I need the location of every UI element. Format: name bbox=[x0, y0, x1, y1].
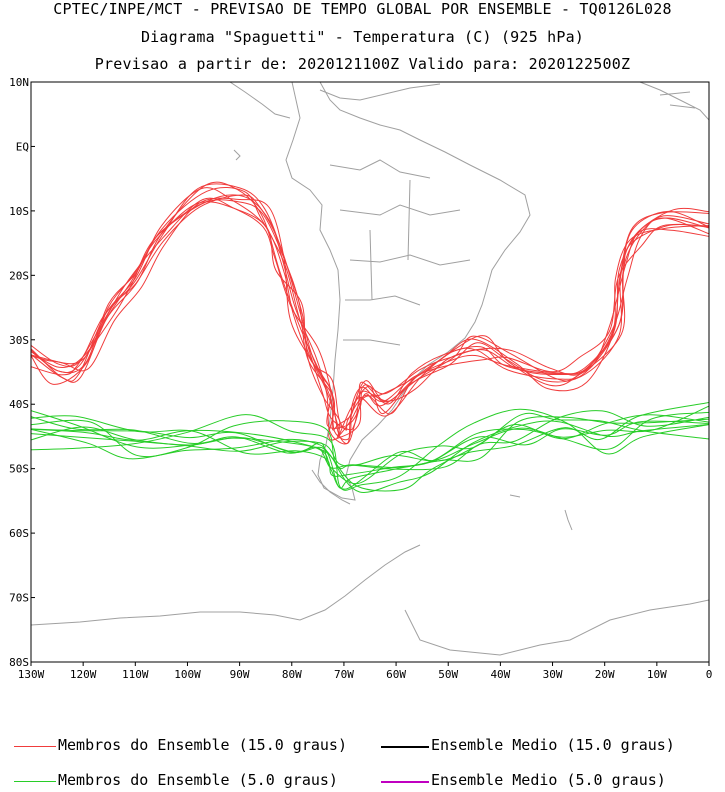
caribbean-outline bbox=[639, 82, 709, 121]
country-borders bbox=[329, 159, 471, 346]
legend-swatch-mean-15 bbox=[381, 746, 429, 748]
y-tick-label: 80S bbox=[9, 656, 29, 669]
x-axis: 130W 120W 110W 100W 90W 80W 70W 60W 50W 40W 30W 20W… bbox=[18, 662, 713, 681]
x-tick-label: 10W bbox=[647, 668, 667, 681]
x-tick-label: 60W bbox=[386, 668, 406, 681]
x-tick-label: 40W bbox=[490, 668, 510, 681]
x-tick-label: 0 bbox=[706, 668, 713, 681]
y-tick-label: 30S bbox=[9, 334, 29, 347]
member-line-5c bbox=[31, 415, 709, 477]
y-tick-label: 50S bbox=[9, 463, 29, 476]
ensemble-members-15c bbox=[31, 181, 709, 445]
legend-swatch-members-5 bbox=[14, 781, 56, 782]
member-line-5c bbox=[31, 412, 709, 492]
coastlines bbox=[31, 82, 709, 656]
south-america-outline bbox=[285, 82, 531, 501]
legend-swatch-members-15 bbox=[14, 746, 56, 747]
chart-header-line-1: CPTEC/INPE/MCT - PREVISAO DE TEMPO GLOBA… bbox=[53, 0, 672, 18]
x-tick-label: 70W bbox=[334, 668, 354, 681]
x-tick-label: 90W bbox=[230, 668, 250, 681]
y-tick-label: 60S bbox=[9, 527, 29, 540]
member-line-5c bbox=[31, 402, 709, 467]
member-line-5c bbox=[31, 411, 709, 490]
legend-label-members-15: Membros do Ensemble (15.0 graus) bbox=[58, 736, 347, 754]
legend-swatch-mean-5 bbox=[381, 781, 429, 783]
central-america-outline bbox=[229, 82, 441, 119]
legend-label-mean-5: Ensemble Medio (5.0 graus) bbox=[431, 771, 666, 789]
y-axis: 10N EQ 10S 20S 30S 40S 50S 60S 70S 80S bbox=[9, 76, 35, 669]
south-atlantic-islands bbox=[233, 149, 573, 531]
x-tick-label: 130W bbox=[18, 668, 45, 681]
x-tick-label: 80W bbox=[282, 668, 302, 681]
x-tick-label: 20W bbox=[595, 668, 615, 681]
chart-validity-line: Previsao a partir de: 2020121100Z Valido… bbox=[94, 55, 631, 73]
y-tick-label: 40S bbox=[9, 398, 29, 411]
member-line-5c bbox=[31, 410, 709, 469]
patagonia-islands bbox=[311, 469, 351, 505]
member-line-15c bbox=[31, 194, 709, 445]
x-tick-label: 110W bbox=[122, 668, 149, 681]
chart-title: Diagrama "Spaguetti" - Temperatura (C) (… bbox=[140, 28, 585, 46]
x-tick-label: 100W bbox=[174, 668, 201, 681]
ensemble-members-5c bbox=[31, 402, 709, 494]
y-tick-label: 10N bbox=[9, 76, 29, 89]
x-tick-label: 120W bbox=[70, 668, 97, 681]
plot-frame bbox=[30, 81, 710, 663]
member-line-5c bbox=[31, 408, 709, 491]
member-line-15c bbox=[31, 187, 709, 431]
y-tick-label: 70S bbox=[9, 592, 29, 605]
x-tick-label: 30W bbox=[543, 668, 563, 681]
y-tick-label: EQ bbox=[16, 140, 29, 153]
y-tick-label: 20S bbox=[9, 269, 29, 282]
legend-label-mean-15: Ensemble Medio (15.0 graus) bbox=[431, 736, 675, 754]
plot-area bbox=[31, 82, 709, 662]
member-line-5c bbox=[31, 420, 709, 494]
y-tick-label: 10S bbox=[9, 205, 29, 218]
x-tick-label: 50W bbox=[438, 668, 458, 681]
legend-label-members-5: Membros do Ensemble (5.0 graus) bbox=[58, 771, 338, 789]
antarctic-peninsula-outline bbox=[31, 544, 709, 656]
